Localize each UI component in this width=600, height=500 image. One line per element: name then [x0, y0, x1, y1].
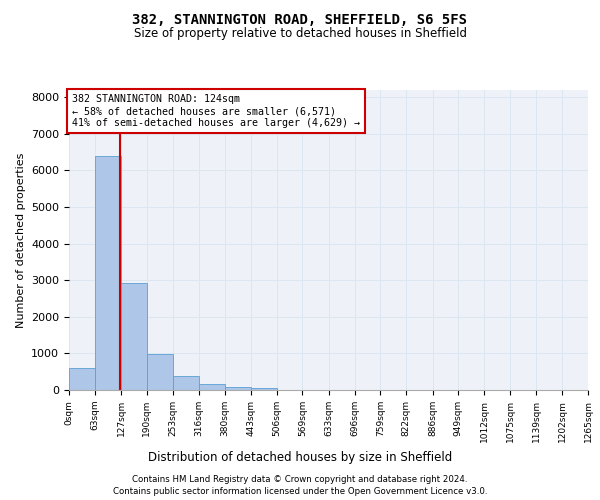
Bar [251, 388, 277, 390]
Bar [95, 156, 121, 390]
Bar [69, 368, 95, 390]
Bar [121, 283, 147, 390]
Y-axis label: Number of detached properties: Number of detached properties [16, 152, 26, 328]
Text: 382 STANNINGTON ROAD: 124sqm
← 58% of detached houses are smaller (6,571)
41% of: 382 STANNINGTON ROAD: 124sqm ← 58% of de… [71, 94, 359, 128]
Bar [147, 354, 173, 390]
Text: 382, STANNINGTON ROAD, SHEFFIELD, S6 5FS: 382, STANNINGTON ROAD, SHEFFIELD, S6 5FS [133, 12, 467, 26]
Text: Contains public sector information licensed under the Open Government Licence v3: Contains public sector information licen… [113, 486, 487, 496]
Text: Size of property relative to detached houses in Sheffield: Size of property relative to detached ho… [133, 28, 467, 40]
Text: Contains HM Land Registry data © Crown copyright and database right 2024.: Contains HM Land Registry data © Crown c… [132, 476, 468, 484]
Bar [199, 384, 225, 390]
Bar [173, 376, 199, 390]
Text: Distribution of detached houses by size in Sheffield: Distribution of detached houses by size … [148, 451, 452, 464]
Bar [225, 386, 251, 390]
